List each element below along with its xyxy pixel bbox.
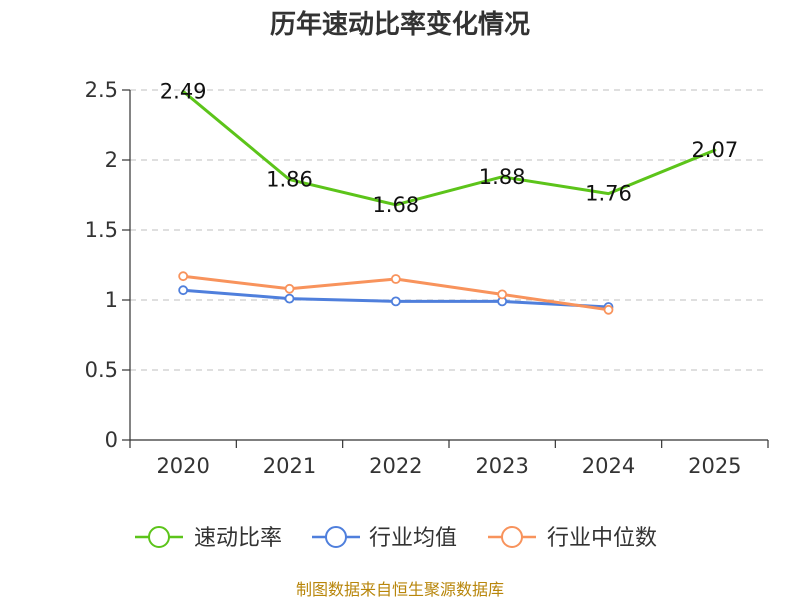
grid-lines (130, 89, 768, 371)
y-tick-label-0: 0 (105, 428, 118, 452)
point-1-2020 (178, 285, 189, 296)
series-line-0 (181, 89, 717, 207)
point-2-2022 (390, 274, 401, 284)
data-labels: 2.49 1.86 1.68 1.88 1.76 2.07 (160, 79, 738, 216)
data-label-2024: 1.76 (585, 182, 632, 206)
x-tick-label-2023: 2023 (475, 454, 528, 478)
legend-item-0: 速动比率 (135, 526, 282, 551)
axes: 0 0.5 1 1.5 2 2.5 2020 2021 2022 2023 2024 2025 (85, 78, 769, 478)
legend-marker-1 (325, 526, 347, 548)
y-tick-label-2: 1 (105, 288, 118, 312)
data-label-2022: 1.68 (372, 193, 419, 217)
y-tick-label-4: 2 (105, 148, 118, 172)
x-tick-label-2022: 2022 (369, 454, 422, 478)
data-label-2023: 1.88 (479, 165, 526, 189)
y-tick-label-3: 1.5 (85, 218, 118, 242)
data-label-2025: 2.07 (691, 138, 738, 162)
legend-label-0: 速动比率 (194, 526, 282, 551)
legend-label-2: 行业中位数 (547, 526, 657, 551)
x-tick-label-2024: 2024 (582, 454, 635, 478)
point-2-2023 (497, 289, 508, 300)
point-1-2022 (390, 296, 401, 307)
x-tick-label-2021: 2021 (263, 454, 316, 478)
x-tick-label-2025: 2025 (688, 454, 741, 478)
source-note: 制图数据来自恒生聚源数据库 (296, 580, 504, 599)
legend: 速动比率 行业均值 行业中位数 (135, 526, 657, 551)
y-tick-label-5: 2.5 (85, 78, 118, 102)
legend-item-1: 行业均值 (312, 526, 457, 551)
series-layer (178, 89, 717, 315)
chart-title: 历年速动比率变化情况 (270, 9, 530, 40)
legend-marker-2 (501, 526, 523, 548)
legend-marker-0 (148, 526, 170, 548)
legend-item-2: 行业中位数 (488, 526, 657, 551)
legend-label-1: 行业均值 (369, 526, 457, 551)
point-1-2021 (284, 293, 295, 304)
point-2-2021 (284, 283, 295, 294)
x-tick-label-2020: 2020 (156, 454, 209, 478)
data-label-2020: 2.49 (160, 79, 207, 103)
point-2-2024 (603, 304, 614, 315)
point-2-2020 (178, 271, 189, 282)
y-tick-label-1: 0.5 (85, 358, 118, 382)
data-label-2021: 1.86 (266, 168, 313, 192)
